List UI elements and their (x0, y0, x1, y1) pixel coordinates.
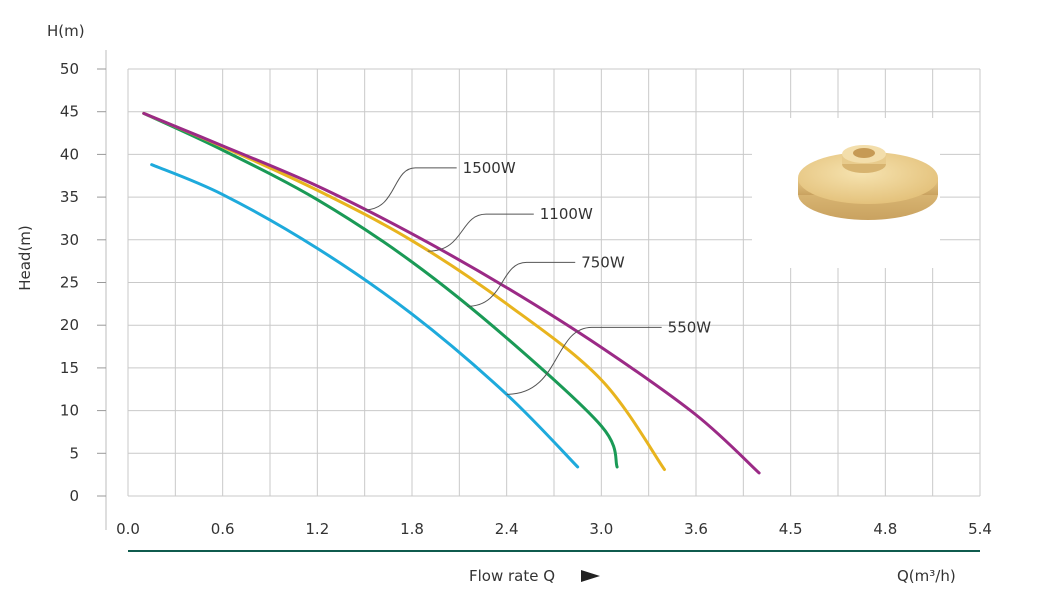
annotation-label-750W: 750W (581, 253, 625, 271)
annotation-label-550W: 550W (668, 318, 712, 336)
x-tick-label: 4.8 (873, 520, 897, 538)
y-tick-label: 30 (60, 231, 79, 249)
pump-impeller-icon (798, 145, 938, 220)
x-tick-label: 0.0 (116, 520, 140, 538)
y-tick-label: 0 (69, 487, 79, 505)
y-tick-label: 40 (60, 145, 79, 163)
annotation-leader-1100W (427, 213, 534, 252)
series-line-1500W (142, 111, 761, 475)
y-tick-label: 10 (60, 402, 79, 420)
y-axis-top-label: H(m) (47, 22, 85, 40)
annotation-label-1100W: 1100W (540, 205, 593, 223)
y-axis-label: Head(m) (16, 225, 34, 291)
annotation-label-1500W: 1500W (463, 159, 516, 177)
series-line-1100W (142, 111, 666, 472)
pump-impeller-image (752, 118, 940, 268)
annotation-leader-1500W (364, 167, 457, 211)
x-tick-label: 3.6 (684, 520, 708, 538)
y-tick-label: 35 (60, 188, 79, 206)
grid (105, 50, 981, 530)
x-tick-label: 3.0 (589, 520, 613, 538)
x-tick-label: 0.6 (211, 520, 235, 538)
right-triangle-arrow-icon (581, 570, 600, 582)
y-tick-label: 50 (60, 60, 79, 78)
y-axis-ticks: 0 5 10 15 20 25 30 35 40 45 50 (60, 60, 106, 505)
x-tick-label: 2.4 (495, 520, 519, 538)
annotation-leader-750W (467, 261, 576, 307)
annotations: 1500W 1100W 750W 550W (364, 159, 712, 395)
x-axis-label: Flow rate Q (469, 567, 555, 585)
series-line-550W (150, 163, 580, 469)
x-tick-label: 1.2 (305, 520, 329, 538)
annotation-leader-550W (506, 326, 662, 395)
x-axis-unit: Q(m³/h) (897, 567, 956, 585)
x-tick-label: 1.8 (400, 520, 424, 538)
y-tick-label: 20 (60, 316, 79, 334)
y-tick-label: 15 (60, 359, 79, 377)
x-axis-ticks: 0.0 0.6 1.2 1.8 2.4 3.0 3.6 4.5 4.8 5.4 (116, 520, 992, 538)
curves (142, 111, 761, 475)
y-tick-label: 25 (60, 274, 79, 292)
y-tick-label: 5 (69, 444, 79, 462)
x-tick-label: 4.5 (779, 520, 803, 538)
x-tick-label: 5.4 (968, 520, 992, 538)
y-tick-label: 45 (60, 103, 79, 121)
series-line-750W (142, 111, 619, 469)
